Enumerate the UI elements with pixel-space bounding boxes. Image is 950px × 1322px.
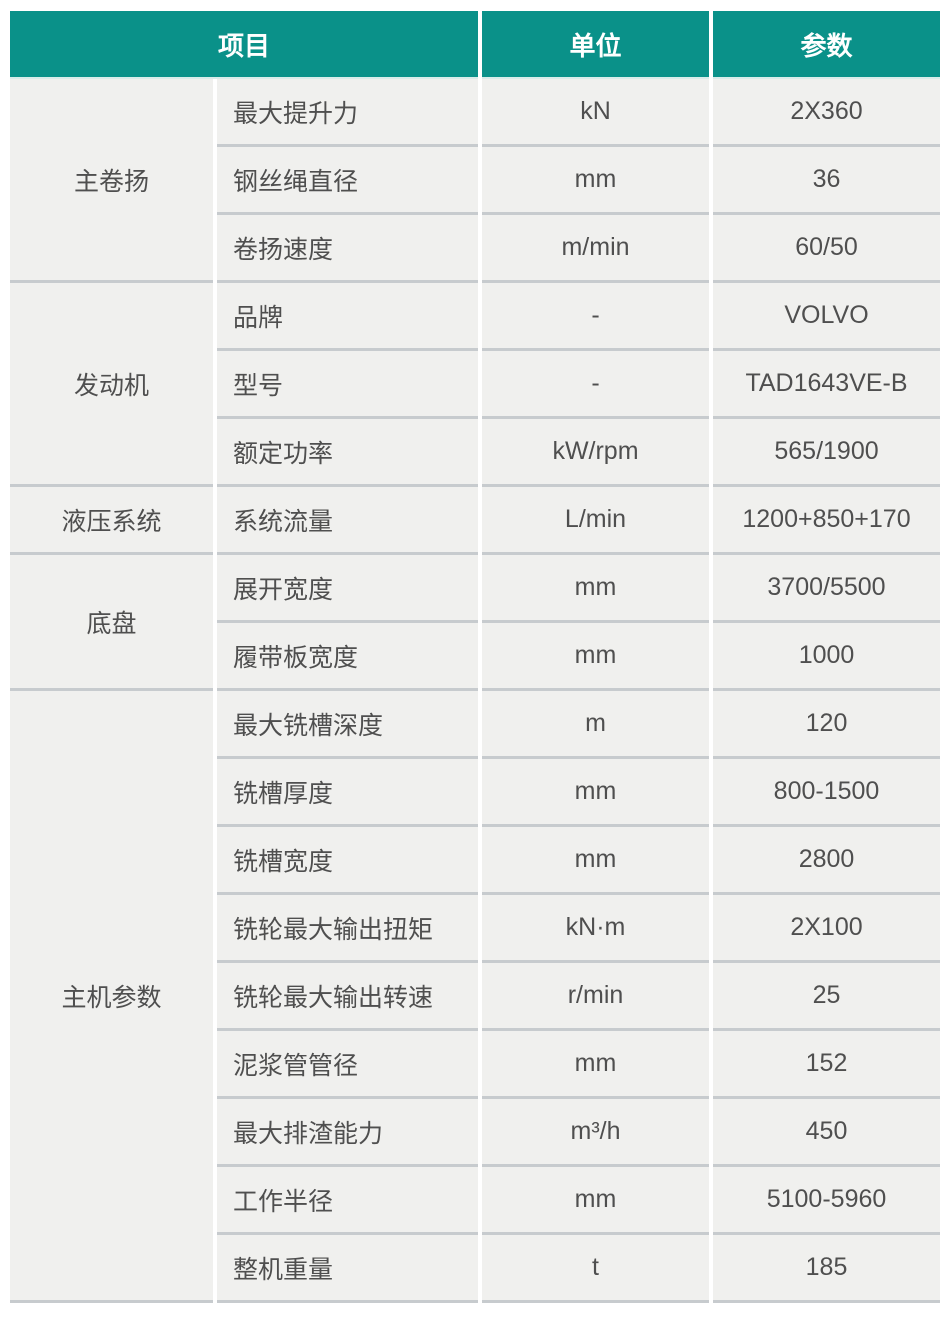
unit-cell: m <box>482 691 709 759</box>
item-cell: 型号 <box>217 351 478 419</box>
unit-cell: kN <box>482 79 709 147</box>
item-cell: 泥浆管管径 <box>217 1031 478 1099</box>
header-unit: 单位 <box>482 11 709 79</box>
category-cell: 发动机 <box>10 283 213 487</box>
spec-table: 项目 单位 参数 主卷扬 最大提升力 kN 2X360 钢丝绳直径 mm 36 卷扬速度 m/m… <box>10 11 940 1303</box>
item-cell: 履带板宽度 <box>217 623 478 691</box>
unit-cell: t <box>482 1235 709 1303</box>
unit-cell: r/min <box>482 963 709 1031</box>
param-cell: 3700/5500 <box>713 555 940 623</box>
param-cell: 565/1900 <box>713 419 940 487</box>
header-param: 参数 <box>713 11 940 79</box>
param-cell: 60/50 <box>713 215 940 283</box>
unit-cell: mm <box>482 1031 709 1099</box>
item-cell: 展开宽度 <box>217 555 478 623</box>
unit-cell: m³/h <box>482 1099 709 1167</box>
param-cell: 152 <box>713 1031 940 1099</box>
unit-cell: mm <box>482 759 709 827</box>
item-cell: 铣槽厚度 <box>217 759 478 827</box>
category-cell: 液压系统 <box>10 487 213 555</box>
item-cell: 铣槽宽度 <box>217 827 478 895</box>
category-cell: 主卷扬 <box>10 79 213 283</box>
param-cell: 5100-5960 <box>713 1167 940 1235</box>
unit-cell: L/min <box>482 487 709 555</box>
item-cell: 品牌 <box>217 283 478 351</box>
param-cell: 2X360 <box>713 79 940 147</box>
unit-cell: - <box>482 351 709 419</box>
item-cell: 铣轮最大输出扭矩 <box>217 895 478 963</box>
param-cell: 185 <box>713 1235 940 1303</box>
item-cell: 卷扬速度 <box>217 215 478 283</box>
unit-cell: mm <box>482 555 709 623</box>
item-cell: 工作半径 <box>217 1167 478 1235</box>
param-cell: 800-1500 <box>713 759 940 827</box>
item-cell: 最大排渣能力 <box>217 1099 478 1167</box>
param-cell: TAD1643VE-B <box>713 351 940 419</box>
item-cell: 最大铣槽深度 <box>217 691 478 759</box>
item-cell: 最大提升力 <box>217 79 478 147</box>
unit-cell: mm <box>482 147 709 215</box>
unit-cell: kW/rpm <box>482 419 709 487</box>
item-cell: 整机重量 <box>217 1235 478 1303</box>
category-cell: 底盘 <box>10 555 213 691</box>
param-cell: VOLVO <box>713 283 940 351</box>
unit-cell: mm <box>482 827 709 895</box>
param-cell: 450 <box>713 1099 940 1167</box>
param-cell: 1200+850+170 <box>713 487 940 555</box>
param-cell: 36 <box>713 147 940 215</box>
param-cell: 2800 <box>713 827 940 895</box>
item-cell: 铣轮最大输出转速 <box>217 963 478 1031</box>
header-item: 项目 <box>10 11 478 79</box>
param-cell: 120 <box>713 691 940 759</box>
unit-cell: mm <box>482 1167 709 1235</box>
item-cell: 系统流量 <box>217 487 478 555</box>
unit-cell: m/min <box>482 215 709 283</box>
item-cell: 钢丝绳直径 <box>217 147 478 215</box>
unit-cell: kN·m <box>482 895 709 963</box>
param-cell: 25 <box>713 963 940 1031</box>
param-cell: 1000 <box>713 623 940 691</box>
unit-cell: - <box>482 283 709 351</box>
category-cell: 主机参数 <box>10 691 213 1303</box>
unit-cell: mm <box>482 623 709 691</box>
item-cell: 额定功率 <box>217 419 478 487</box>
param-cell: 2X100 <box>713 895 940 963</box>
